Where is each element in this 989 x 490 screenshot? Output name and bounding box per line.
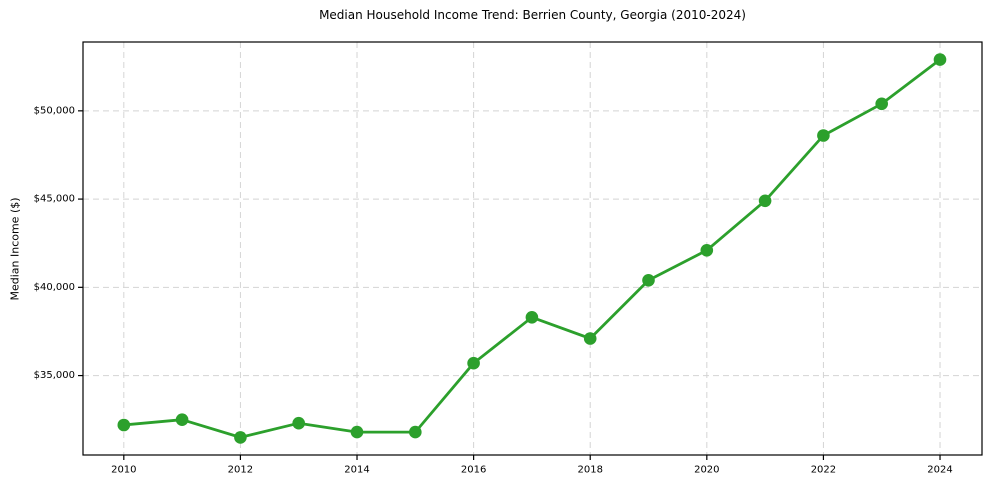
data-point-2011 bbox=[175, 413, 189, 427]
data-point-2014 bbox=[350, 425, 364, 439]
y-tick-label: $50,000 bbox=[34, 105, 75, 116]
data-point-2022 bbox=[817, 129, 830, 142]
data-point-2013 bbox=[292, 416, 306, 430]
x-tick-label: 2018 bbox=[577, 465, 602, 476]
data-point-2020 bbox=[700, 244, 714, 257]
data-point-2017 bbox=[525, 311, 539, 324]
data-point-2012 bbox=[234, 431, 247, 444]
data-point-2016 bbox=[467, 356, 480, 370]
chart-title: Median Household Income Trend: Berrien C… bbox=[319, 8, 746, 22]
y-tick-label: $35,000 bbox=[34, 370, 75, 381]
data-point-2015 bbox=[409, 425, 422, 439]
x-tick-label: 2016 bbox=[461, 465, 486, 476]
data-point-2019 bbox=[642, 274, 655, 287]
x-tick-label: 2014 bbox=[344, 465, 369, 476]
x-tick-label: 2022 bbox=[811, 465, 836, 476]
data-point-2023 bbox=[875, 97, 888, 111]
x-tick-label: 2024 bbox=[927, 465, 952, 476]
x-tick-label: 2020 bbox=[694, 465, 719, 476]
income-trend-line bbox=[122, 58, 942, 439]
plot-border bbox=[82, 41, 983, 456]
data-point-2018 bbox=[583, 332, 597, 345]
data-point-2024 bbox=[933, 53, 947, 66]
x-tick-label: 2010 bbox=[111, 465, 136, 476]
data-point-2021 bbox=[758, 194, 772, 208]
data-point-2010 bbox=[117, 418, 131, 432]
x-tick-label: 2012 bbox=[228, 465, 253, 476]
y-tick-label: $40,000 bbox=[34, 282, 75, 293]
y-tick-label: $45,000 bbox=[34, 194, 75, 205]
